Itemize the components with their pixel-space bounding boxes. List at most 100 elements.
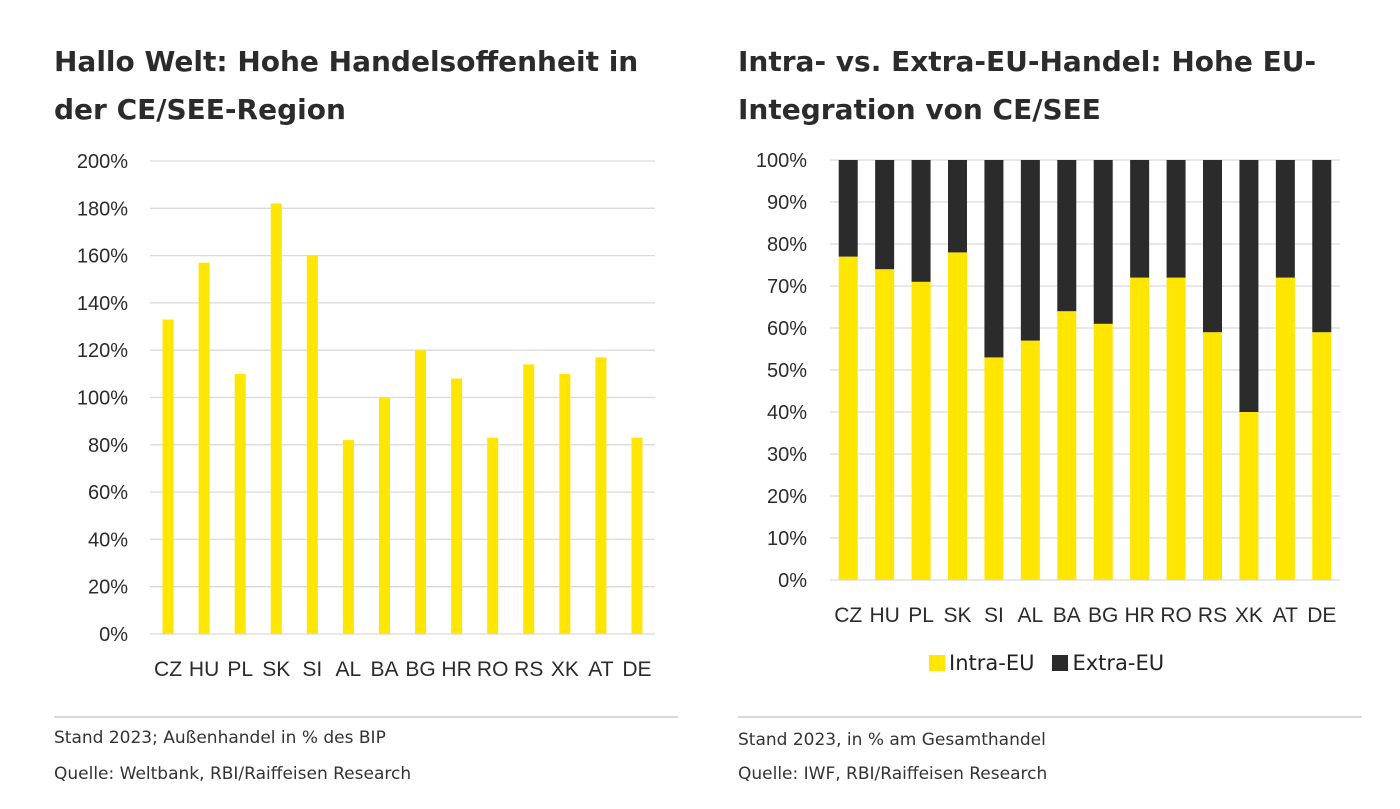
y-tick-label: 40% <box>767 402 807 424</box>
right-footer-divider <box>738 716 1362 718</box>
bar-extra-rs <box>1203 160 1222 333</box>
y-tick-label: 0% <box>99 624 128 646</box>
bar-hu <box>198 262 210 634</box>
bar-ba <box>378 397 390 634</box>
right-source: Quelle: IWF, RBI/Raiffeisen Research <box>738 764 1048 784</box>
bar-intra-pl <box>911 281 931 580</box>
trade-openness-chart: 0% 20% 40% 60% 80% 100% 120% 140% 160% 180% 200% CZ… <box>77 151 655 681</box>
y-tick-label: 180% <box>77 198 128 220</box>
legend-label-extra: Extra-EU <box>1072 651 1165 675</box>
bar-intra-sk <box>948 252 967 580</box>
y-tick-label: 80% <box>88 435 128 457</box>
bar-rs <box>523 364 535 634</box>
bar-al <box>342 440 354 634</box>
bar-extra-al <box>1020 160 1040 341</box>
y-tick-label: 160% <box>77 246 128 268</box>
right-title-line1: Intra- vs. Extra-EU-Handel: Hohe EU- <box>738 45 1317 78</box>
bar-bg <box>415 350 427 634</box>
bar-intra-hr <box>1130 277 1150 580</box>
legend-item-intra: Intra-EU <box>929 651 1034 675</box>
bar-cz <box>162 319 174 634</box>
x-tick-label: DE <box>622 658 651 681</box>
bar-extra-hu <box>875 160 895 270</box>
bar-intra-ba <box>1057 311 1077 580</box>
x-tick-label: RS <box>514 658 543 681</box>
bar-intra-rs <box>1203 332 1222 580</box>
y-tick-label: 30% <box>767 444 807 466</box>
bar-extra-pl <box>911 160 931 282</box>
bar-extra-sk <box>948 160 967 253</box>
bar-extra-cz <box>838 160 858 257</box>
bar-intra-si <box>984 357 1004 580</box>
y-tick-label: 0% <box>778 570 807 592</box>
x-tick-label: HR <box>441 658 471 681</box>
x-tick-label: BG <box>1088 604 1118 627</box>
bar-extra-xk <box>1239 160 1259 412</box>
x-tick-label: PL <box>227 658 253 681</box>
left-footer-divider <box>54 716 678 718</box>
eu-chart-legend: Intra-EU Extra-EU <box>929 651 1182 675</box>
bar-sk <box>270 203 282 634</box>
bar-de <box>631 437 643 634</box>
y-tick-label: 120% <box>77 340 128 362</box>
right-chart-title: Intra- vs. Extra-EU-Handel: Hohe EU- Int… <box>738 38 1358 134</box>
x-tick-label: AT <box>1273 604 1298 627</box>
left-chart-title: Hallo Welt: Hohe Handelsoffenheit in der… <box>54 38 674 134</box>
x-tick-label: AT <box>588 658 613 681</box>
x-tick-label: RO <box>477 658 509 681</box>
bar-pl <box>234 373 246 634</box>
y-tick-label: 40% <box>88 529 128 551</box>
y-tick-label: 20% <box>767 486 807 508</box>
x-tick-label: XK <box>551 658 579 681</box>
x-tick-label: SI <box>302 658 322 681</box>
bar-xk <box>559 373 571 634</box>
bar-intra-hu <box>875 269 895 580</box>
y-tick-label: 70% <box>767 276 807 298</box>
x-tick-label: BA <box>370 658 398 681</box>
right-title-line2: Integration von CE/SEE <box>738 93 1101 126</box>
legend-label-intra: Intra-EU <box>949 651 1035 675</box>
x-tick-label: RO <box>1160 604 1192 627</box>
x-tick-label: HU <box>869 604 899 627</box>
left-title-line1: Hallo Welt: Hohe Handelsoffenheit in <box>54 45 639 78</box>
x-tick-label: CZ <box>154 658 182 681</box>
bar-hr <box>451 378 463 634</box>
bar-intra-at <box>1275 277 1295 580</box>
bar-intra-xk <box>1239 412 1259 580</box>
x-tick-label: HR <box>1124 604 1154 627</box>
bar-intra-de <box>1312 332 1332 580</box>
x-tick-label: AL <box>1018 604 1044 627</box>
legend-swatch-intra <box>929 655 945 671</box>
left-source: Quelle: Weltbank, RBI/Raiffeisen Researc… <box>54 764 412 784</box>
y-tick-label: 10% <box>767 528 807 550</box>
bar-extra-ba <box>1057 160 1077 312</box>
x-tick-label: PL <box>908 604 934 627</box>
x-tick-label: XK <box>1235 604 1263 627</box>
y-tick-label: 90% <box>767 192 807 214</box>
bar-extra-bg <box>1093 160 1113 324</box>
bar-intra-al <box>1020 340 1040 580</box>
bar-extra-ro <box>1166 160 1186 278</box>
bar-intra-ro <box>1166 277 1186 580</box>
left-title-line2: der CE/SEE-Region <box>54 93 346 126</box>
bar-extra-hr <box>1130 160 1150 278</box>
x-tick-label: DE <box>1307 604 1336 627</box>
x-tick-label: SK <box>943 604 971 627</box>
x-tick-label: BG <box>405 658 435 681</box>
x-tick-label: RS <box>1198 604 1227 627</box>
y-tick-label: 100% <box>756 150 807 172</box>
bar-intra-cz <box>838 256 858 580</box>
legend-swatch-extra <box>1052 655 1069 671</box>
legend-item-extra: Extra-EU <box>1052 651 1164 675</box>
x-tick-label: CZ <box>834 604 862 627</box>
bar-extra-si <box>984 160 1004 358</box>
x-tick-label: HU <box>189 658 219 681</box>
bar-extra-at <box>1275 160 1295 278</box>
left-note: Stand 2023; Außenhandel in % des BIP <box>54 728 386 748</box>
x-tick-label: SI <box>984 604 1004 627</box>
bar-intra-bg <box>1093 323 1113 580</box>
bar-ro <box>487 437 499 634</box>
y-tick-label: 80% <box>767 234 807 256</box>
y-tick-label: 50% <box>767 360 807 382</box>
bar-extra-de <box>1312 160 1332 333</box>
